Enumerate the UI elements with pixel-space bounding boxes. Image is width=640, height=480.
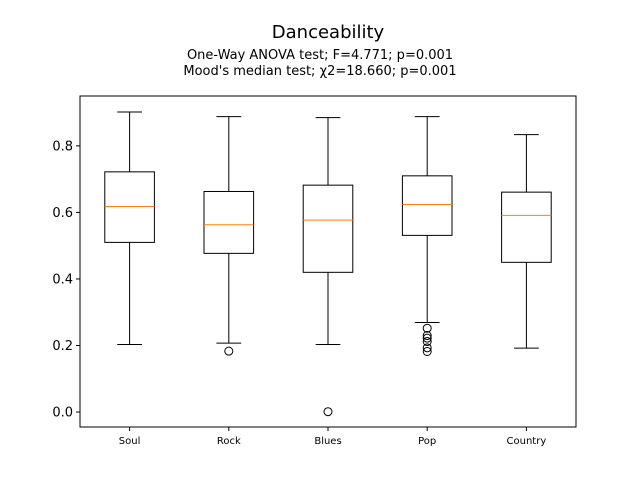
outlier-pop xyxy=(422,346,432,356)
x-tick-label-country: Country xyxy=(507,436,547,447)
x-tick-label-rock: Rock xyxy=(217,436,241,447)
box-country xyxy=(501,191,552,263)
outlier-pop xyxy=(422,337,432,347)
outlier-pop xyxy=(422,343,432,353)
axes-frame xyxy=(79,95,577,428)
x-tick-label-soul: Soul xyxy=(119,436,141,447)
y-tick-label: 0.0 xyxy=(52,406,73,421)
box-pop xyxy=(401,175,453,236)
outlier-pop xyxy=(422,323,432,333)
x-tick-label-blues: Blues xyxy=(314,436,341,447)
box-blues xyxy=(302,184,354,273)
outlier-blues xyxy=(323,407,333,417)
chart-subtitle-anova: One-Way ANOVA test; F=4.771; p=0.001 xyxy=(187,48,453,63)
y-tick-label: 0.2 xyxy=(52,339,73,354)
y-tick-label: 0.8 xyxy=(52,139,73,154)
outlier-pop xyxy=(422,333,432,343)
box-rock xyxy=(203,190,255,254)
y-tick-label: 0.6 xyxy=(52,206,73,221)
box-soul xyxy=(104,171,155,243)
outlier-rock xyxy=(224,346,234,356)
plot-area: 0.0 0.2 0.4 0.6 0.8 Soul Rock Blues Pop Country xyxy=(52,111,552,447)
outlier-pop xyxy=(422,331,432,341)
chart-subtitle-mood: Mood's median test; χ2=18.660; p=0.001 xyxy=(183,64,456,79)
x-tick-label-pop: Pop xyxy=(418,436,436,447)
y-tick-label: 0.4 xyxy=(52,272,73,287)
chart-title: Danceability xyxy=(272,22,385,43)
